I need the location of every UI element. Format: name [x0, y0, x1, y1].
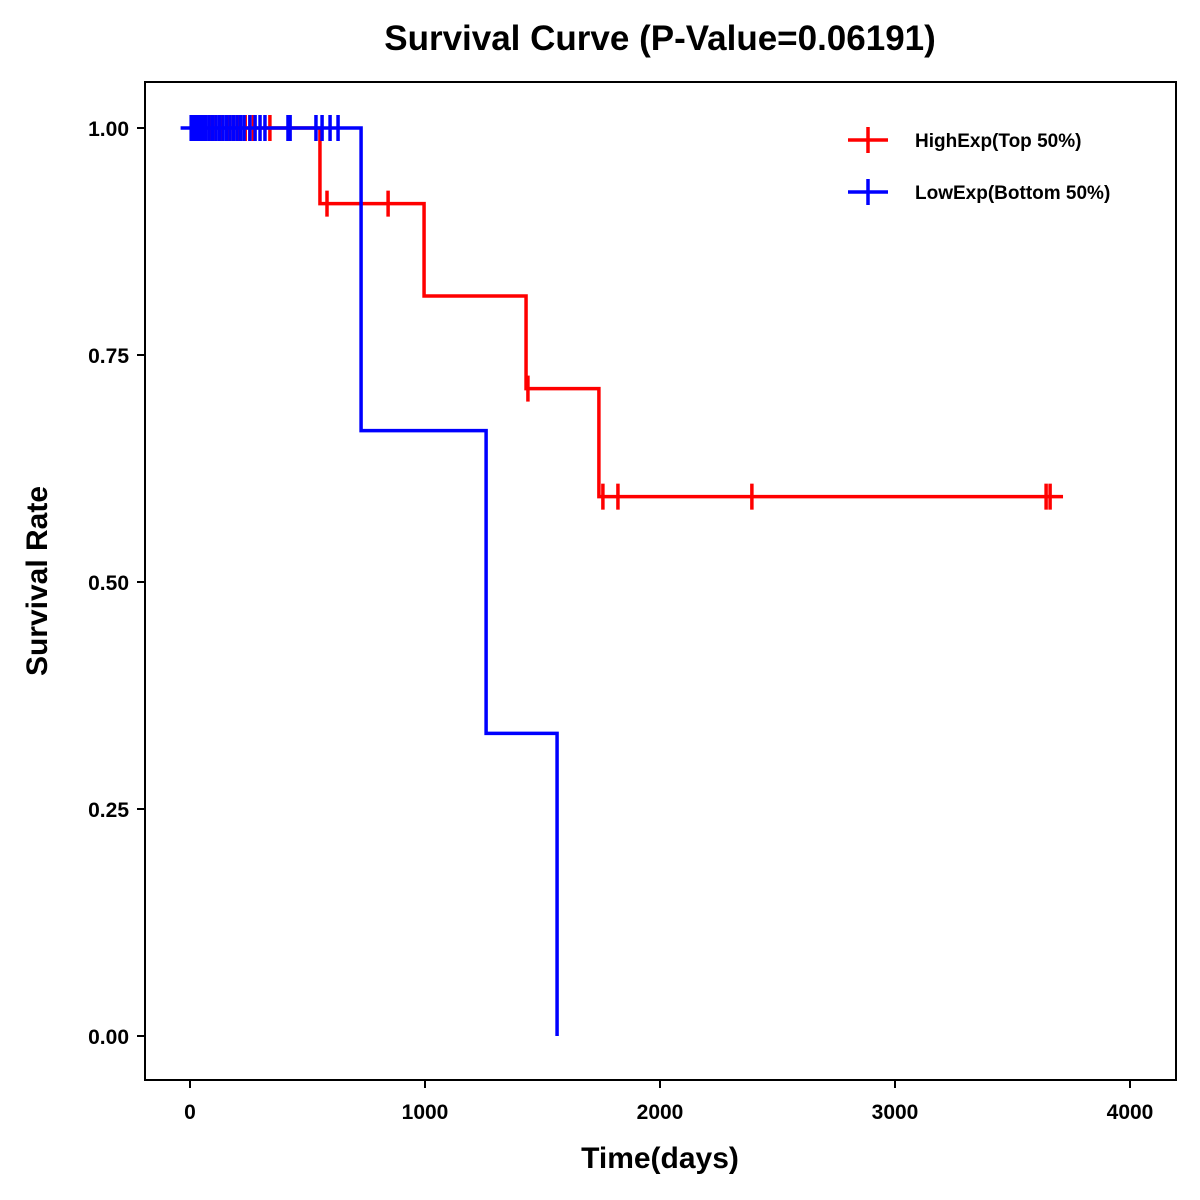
series-high-exp [190, 115, 1064, 510]
legend: HighExp(Top 50%) LowExp(Bottom 50%) [848, 127, 1110, 205]
x-tick-label: 3000 [872, 1101, 919, 1124]
y-tick-label: 0.50 [88, 572, 129, 595]
series-low-exp [180, 115, 559, 1036]
series-layer [180, 115, 1064, 1036]
chart-title: Survival Curve (P-Value=0.06191) [384, 19, 936, 58]
y-tick-label: 0.75 [88, 345, 129, 368]
y-axis: 0.00 0.25 0.50 0.75 1.00 [88, 118, 145, 1049]
legend-label: LowExp(Bottom 50%) [915, 183, 1110, 204]
y-tick-label: 0.25 [88, 799, 129, 822]
legend-item: HighExp(Top 50%) [848, 127, 1081, 153]
x-tick-label: 4000 [1107, 1101, 1154, 1124]
x-tick-label: 0 [184, 1101, 196, 1124]
x-axis: 0 1000 2000 3000 4000 [184, 1080, 1153, 1124]
x-tick-label: 2000 [637, 1101, 684, 1124]
legend-item: LowExp(Bottom 50%) [848, 179, 1110, 205]
legend-label: HighExp(Top 50%) [915, 131, 1081, 152]
survival-line [180, 126, 559, 1036]
plot-frame [144, 81, 1177, 1081]
x-tick-label: 1000 [402, 1101, 449, 1124]
y-tick-label: 1.00 [88, 118, 129, 141]
y-tick-label: 0.00 [88, 1026, 129, 1049]
x-axis-label: Time(days) [581, 1142, 739, 1175]
survival-line [190, 126, 1064, 499]
y-axis-label: Survival Rate [21, 486, 54, 676]
